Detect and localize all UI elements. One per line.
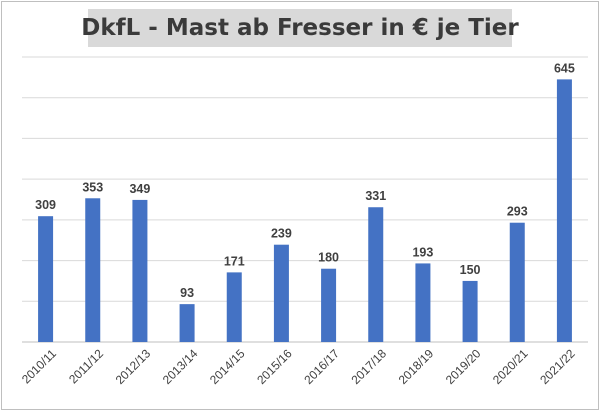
x-tick-label: 2013/14 [160, 346, 201, 387]
bar-2021-22 [556, 79, 572, 343]
chart-title: DkfL - Mast ab Fresser in € je Tier [81, 15, 519, 41]
x-tick-label: 2016/17 [301, 346, 342, 387]
data-label: 645 [554, 61, 575, 75]
data-label: 150 [460, 263, 481, 277]
x-tick-label: 2018/19 [396, 346, 437, 387]
x-tick-label: 2010/11 [19, 346, 59, 386]
x-tick-label: 2021/22 [537, 346, 578, 387]
data-label: 293 [507, 205, 528, 219]
bar-2019-20 [462, 280, 478, 342]
x-tick-label: 2012/13 [113, 346, 154, 387]
chart-title-box: DkfL - Mast ab Fresser in € je Tier [81, 9, 519, 47]
bar-2013-14 [179, 304, 195, 342]
data-label: 349 [129, 182, 150, 196]
bar-2011-12 [85, 198, 101, 342]
bar-2014-15 [226, 272, 242, 342]
x-tick-label: 2011/12 [66, 346, 106, 386]
x-tick-label: 2019/20 [443, 346, 484, 387]
bar-2012-13 [132, 199, 148, 342]
data-label: 193 [412, 245, 433, 259]
bar-2015-16 [273, 244, 289, 342]
bar-2018-19 [415, 263, 431, 342]
data-label: 171 [224, 254, 245, 268]
data-label: 93 [180, 286, 194, 300]
data-label: 180 [318, 251, 339, 265]
bar-2016-17 [321, 268, 337, 342]
x-tick-label: 2020/21 [490, 346, 531, 387]
data-label: 309 [35, 198, 56, 212]
x-tick-label: 2014/15 [207, 346, 248, 387]
x-tick-label: 2017/18 [349, 346, 390, 387]
bar-2017-18 [368, 207, 384, 342]
data-label: 331 [365, 189, 386, 203]
data-label: 353 [82, 180, 103, 194]
data-label: 239 [271, 227, 292, 241]
x-tick-label: 2015/16 [254, 346, 295, 387]
bar-2010-11 [38, 216, 54, 342]
bar-2020-21 [509, 222, 525, 342]
